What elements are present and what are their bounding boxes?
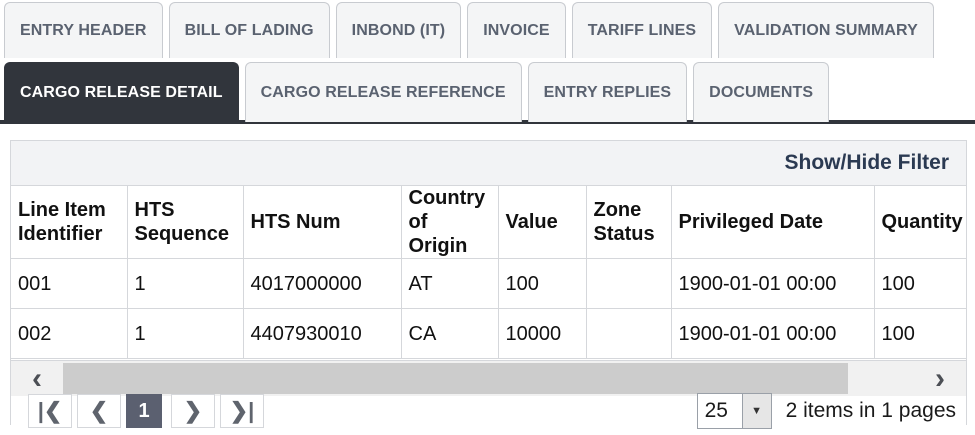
column-header-country-of-origin[interactable]: Country of Origin — [401, 186, 499, 259]
cell-hts-sequence: 1 — [127, 258, 244, 309]
show-hide-filter-link[interactable]: Show/Hide Filter — [784, 151, 949, 174]
tab-row-secondary: CARGO RELEASE DETAIL CARGO RELEASE REFER… — [4, 62, 830, 122]
cell-hts-num: 4017000000 — [243, 258, 402, 309]
pager-page-1[interactable]: 1 — [126, 394, 162, 428]
cell-privileged-date: 1900-01-01 00:00 — [671, 258, 875, 309]
cell-country-of-origin: AT — [401, 258, 499, 309]
cell-line-item-identifier: 001 — [11, 258, 128, 309]
table-header: Line Item Identifier HTS Sequence HTS Nu… — [11, 186, 966, 259]
table-row[interactable]: 001 1 4017000000 AT 100 1900-01-01 00:00… — [11, 258, 966, 309]
tab-cargo-release-detail[interactable]: CARGO RELEASE DETAIL — [4, 62, 239, 122]
tab-strip: ENTRY HEADER BILL OF LADING INBOND (IT) … — [0, 0, 975, 124]
table-row[interactable]: 002 1 4407930010 CA 10000 1900-01-01 00:… — [11, 308, 966, 359]
scrollbar-thumb[interactable] — [63, 363, 848, 394]
tab-cargo-release-reference[interactable]: CARGO RELEASE REFERENCE — [244, 62, 522, 122]
column-header-hts-sequence[interactable]: HTS Sequence — [127, 186, 244, 259]
column-header-quantity[interactable]: Quantity — [874, 186, 966, 259]
tab-bill-of-lading[interactable]: BILL OF LADING — [168, 2, 330, 58]
cell-quantity: 100 — [874, 258, 966, 309]
tab-inbond-it[interactable]: INBOND (IT) — [335, 2, 462, 58]
scroll-right-chevron-icon[interactable]: › — [935, 361, 945, 395]
table-header-row: Line Item Identifier HTS Sequence HTS Nu… — [11, 186, 966, 259]
pager-right-group: 25 ▼ 2 items in 1 pages — [696, 393, 956, 429]
cell-line-item-identifier: 002 — [11, 308, 128, 359]
cell-hts-sequence: 1 — [127, 308, 244, 359]
tab-row-primary: ENTRY HEADER BILL OF LADING INBOND (IT) … — [4, 2, 934, 58]
tab-documents[interactable]: DOCUMENTS — [693, 62, 830, 122]
tab-tariff-lines[interactable]: TARIFF LINES — [571, 2, 713, 58]
pager-prev-page-icon[interactable]: ❮ — [77, 394, 121, 428]
tab-entry-header[interactable]: ENTRY HEADER — [4, 2, 163, 58]
grid-viewport: Line Item Identifier HTS Sequence HTS Nu… — [11, 186, 966, 359]
cell-value: 100 — [498, 258, 587, 309]
cell-hts-num: 4407930010 — [243, 308, 402, 359]
grid-toolbar: Show/Hide Filter — [11, 141, 966, 186]
page-size-value: 25 — [704, 399, 728, 422]
column-header-value[interactable]: Value — [498, 186, 587, 259]
cell-value: 10000 — [498, 308, 587, 359]
cell-zone-status — [586, 258, 672, 309]
column-header-line-item-identifier[interactable]: Line Item Identifier — [11, 186, 128, 259]
pager-last-page-icon[interactable]: ❯| — [220, 394, 264, 428]
cell-quantity: 100 — [874, 308, 966, 359]
cell-zone-status — [586, 308, 672, 359]
column-header-zone-status[interactable]: Zone Status — [586, 186, 672, 259]
column-header-privileged-date[interactable]: Privileged Date — [671, 186, 875, 259]
tab-invoice[interactable]: INVOICE — [467, 2, 566, 58]
column-header-hts-num[interactable]: HTS Num — [243, 186, 402, 259]
scrollbar-track[interactable] — [63, 361, 914, 396]
pager: |❮ ❮ 1 ❯ ❯| 25 ▼ 2 items in 1 pages — [11, 393, 966, 429]
page-size-select[interactable]: 25 ▼ — [696, 393, 772, 429]
cell-country-of-origin: CA — [401, 308, 499, 359]
horizontal-scrollbar[interactable]: ‹ › — [11, 360, 966, 396]
item-count-label: 2 items in 1 pages — [785, 399, 956, 422]
pager-next-page-icon[interactable]: ❯ — [171, 394, 215, 428]
scroll-left-chevron-icon[interactable]: ‹ — [32, 361, 42, 395]
cargo-release-detail-panel: Show/Hide Filter Line Item Identifier HT… — [10, 140, 967, 429]
tab-entry-replies[interactable]: ENTRY REPLIES — [527, 62, 688, 122]
cargo-release-detail-table: Line Item Identifier HTS Sequence HTS Nu… — [11, 186, 966, 359]
pager-first-page-icon[interactable]: |❮ — [28, 394, 72, 428]
cell-privileged-date: 1900-01-01 00:00 — [671, 308, 875, 359]
chevron-down-icon[interactable]: ▼ — [741, 394, 771, 428]
tab-validation-summary[interactable]: VALIDATION SUMMARY — [718, 2, 934, 58]
pager-buttons: |❮ ❮ 1 ❯ ❯| — [28, 394, 269, 428]
table-body: 001 1 4017000000 AT 100 1900-01-01 00:00… — [11, 258, 966, 359]
